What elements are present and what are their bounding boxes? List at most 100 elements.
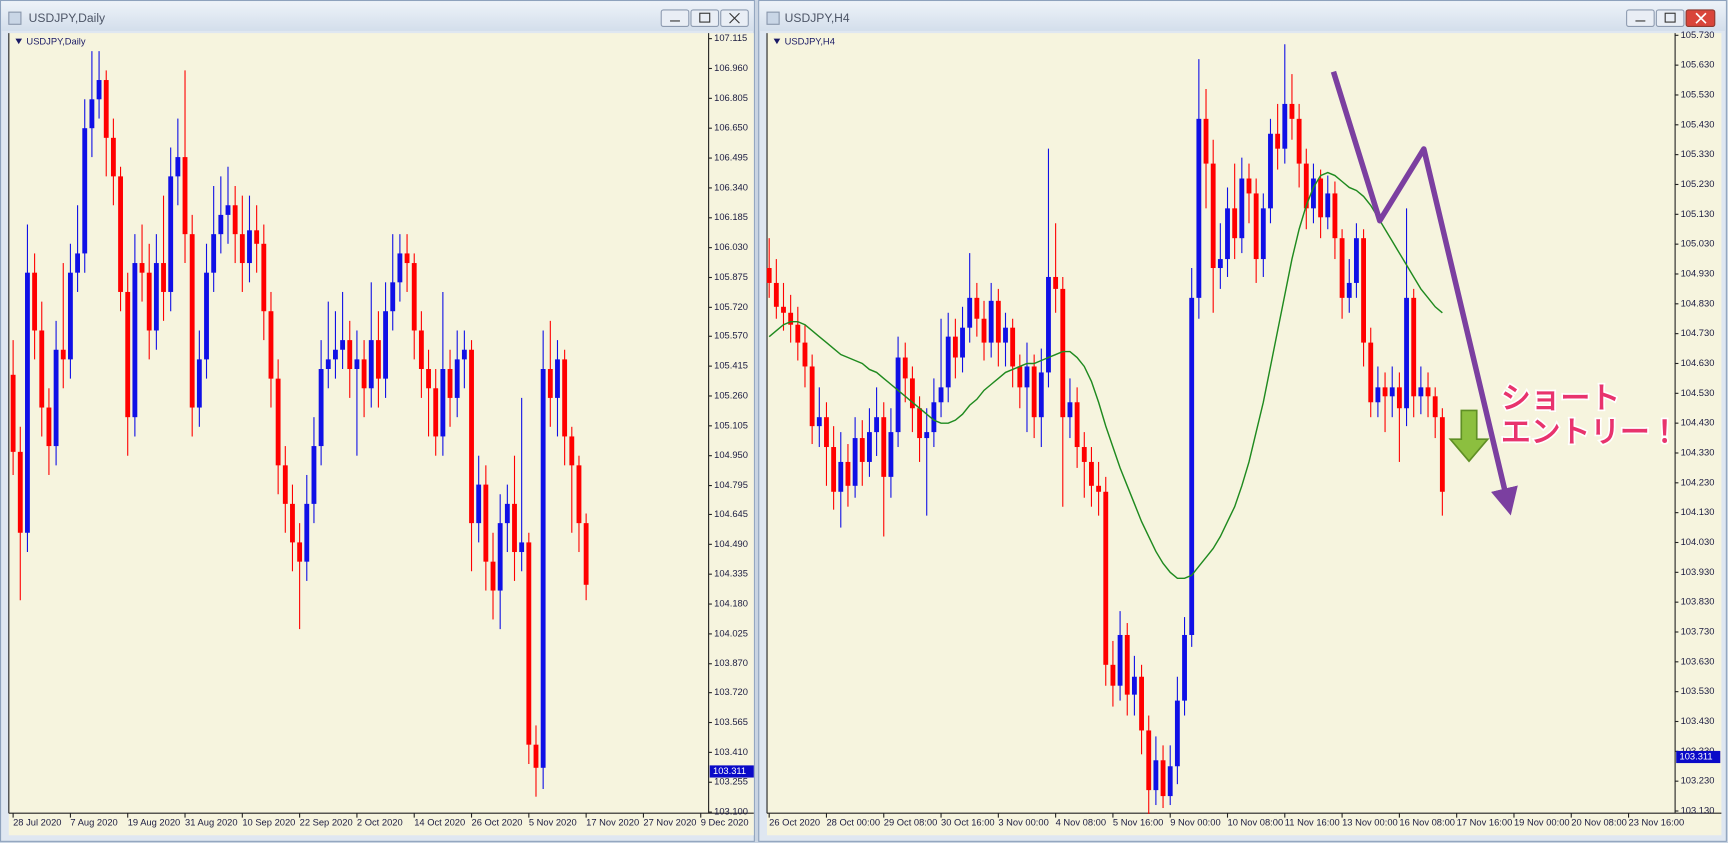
candle-body — [1239, 178, 1245, 239]
y-tick-label: 106.650 — [714, 123, 748, 133]
x-tick-label: 22 Sep 2020 — [300, 818, 353, 828]
candle-body — [182, 157, 188, 235]
candle-body — [1432, 396, 1438, 418]
x-tick-label: 10 Sep 2020 — [242, 818, 295, 828]
restore-icon — [699, 12, 711, 23]
candle-body — [766, 268, 772, 283]
y-tick-label: 105.330 — [1681, 149, 1715, 159]
candle-body — [17, 451, 23, 533]
x-tick-label: 19 Aug 2020 — [128, 818, 181, 828]
window-buttons[interactable] — [1626, 9, 1716, 28]
candle-body — [390, 282, 396, 312]
candle-body — [1110, 664, 1116, 686]
y-tick-label: 104.530 — [1681, 388, 1715, 398]
candle-body — [411, 263, 417, 331]
candle-body — [562, 359, 568, 437]
candle-body — [1318, 178, 1324, 218]
y-tick-label: 104.330 — [1681, 447, 1715, 457]
candle-body — [325, 359, 331, 370]
minimize-button[interactable] — [660, 9, 690, 28]
candle-body — [1203, 118, 1209, 164]
y-tick-label: 104.630 — [1681, 358, 1715, 368]
candle-body — [110, 137, 116, 177]
candle-body — [469, 349, 474, 524]
y-tick-label: 104.490 — [714, 539, 748, 549]
annotation-drawing — [1330, 70, 1518, 516]
candle-body — [540, 369, 546, 768]
candle-body — [1196, 118, 1202, 298]
candle-body — [824, 417, 829, 448]
x-tick-label: 9 Nov 00:00 — [1170, 818, 1220, 828]
candle-body — [1225, 208, 1230, 260]
y-tick-label: 103.430 — [1681, 716, 1715, 726]
candle-body — [1046, 276, 1051, 373]
candle-body — [1346, 282, 1352, 298]
candle-body — [218, 214, 224, 235]
candle-body — [1003, 327, 1008, 343]
chart-label: USDJPY,Daily — [26, 36, 85, 46]
candle-body — [512, 503, 517, 553]
window-icon — [8, 11, 22, 25]
last-price-tag — [709, 765, 754, 778]
candle-body — [781, 306, 786, 313]
candle-body — [196, 359, 202, 408]
y-tick-label: 106.805 — [714, 93, 748, 103]
candle-body — [1289, 103, 1295, 119]
candle-body — [874, 417, 880, 433]
chart-menu-icon — [15, 38, 23, 45]
candle-body — [583, 523, 589, 585]
x-tick-label: 11 Nov 16:00 — [1285, 818, 1340, 828]
last-price-tag — [1676, 750, 1721, 764]
x-tick-label: 4 Nov 08:00 — [1056, 818, 1106, 828]
window-daily: USDJPY,Daily USDJPY,Daily — [0, 0, 755, 842]
candle-body — [340, 340, 346, 350]
y-tick-label: 103.330 — [1681, 746, 1715, 756]
y-tick-label: 104.930 — [1681, 268, 1715, 278]
window-icon — [766, 11, 780, 25]
candle-body — [60, 349, 66, 360]
candle-body — [917, 408, 922, 439]
candle-body — [952, 336, 958, 358]
restore-button[interactable] — [1655, 9, 1685, 28]
annotation-text: エントリー！ — [1501, 415, 1679, 450]
candle-body — [555, 359, 560, 398]
candle-body — [1260, 208, 1266, 260]
chart-menu-icon — [773, 38, 781, 45]
candle-body — [1425, 387, 1431, 397]
candle-body — [275, 378, 281, 466]
y-tick-label: 107.115 — [714, 33, 747, 43]
candle-body — [1182, 634, 1187, 701]
candle-body — [96, 80, 102, 100]
y-tick-label: 105.630 — [1681, 60, 1715, 70]
candle-body — [1268, 133, 1273, 209]
y-tick-label: 104.130 — [1681, 507, 1715, 517]
candle-body — [333, 349, 338, 360]
candle-body — [304, 503, 310, 562]
candle-body — [1089, 461, 1094, 486]
candle-body — [1325, 193, 1331, 218]
restore-button[interactable] — [690, 9, 720, 28]
minimize-button[interactable] — [1626, 9, 1655, 28]
y-tick-label: 105.415 — [714, 361, 748, 371]
candle-body — [153, 263, 159, 331]
y-tick-label: 103.130 — [1681, 805, 1715, 815]
y-tick-label: 104.430 — [1681, 418, 1715, 428]
candle-body — [361, 359, 367, 389]
candle-body — [118, 176, 123, 292]
x-tick-label: 17 Nov 2020 — [586, 818, 639, 828]
candle-body — [1189, 297, 1195, 635]
x-tick-label: 7 Aug 2020 — [70, 818, 117, 828]
candle-body — [1160, 760, 1166, 797]
candle-body — [547, 369, 553, 398]
chart: 105.730 105.630 105.530 105.430 105.330 105.2… — [766, 30, 1722, 828]
x-tick-label: 23 Nov 16:00 — [1629, 818, 1685, 828]
candle-body — [1253, 193, 1259, 260]
candle-body — [1389, 387, 1395, 397]
candle-body — [454, 359, 460, 398]
x-tick-label: 31 Aug 2020 — [185, 818, 238, 828]
x-tick-label: 5 Nov 2020 — [529, 818, 577, 828]
y-tick-label: 103.730 — [1681, 626, 1715, 636]
window-buttons[interactable] — [660, 9, 749, 28]
